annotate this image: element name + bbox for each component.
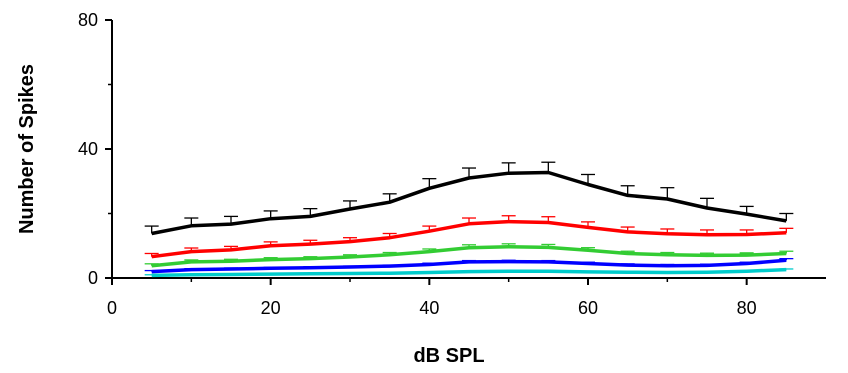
series-line: [151, 170, 787, 236]
x-tick-label: 60: [578, 298, 598, 318]
series-line: [151, 219, 787, 259]
series-line: [151, 267, 787, 278]
x-tick-label: 0: [107, 298, 117, 318]
series-3: [144, 243, 794, 268]
series-2: [144, 215, 794, 259]
y-tick-label: 0: [88, 268, 98, 288]
series-1: [144, 161, 794, 236]
x-tick-label: 20: [261, 298, 281, 318]
tick-layer: 0 20 40 60 80 0 40 80: [78, 10, 757, 318]
y-axis-title: Number of Spikes: [16, 64, 38, 234]
series-5: [144, 267, 794, 278]
y-tick-label: 80: [78, 10, 98, 30]
x-tick-label: 40: [419, 298, 439, 318]
series-4: [144, 257, 794, 274]
series-line: [151, 258, 787, 274]
series-line: [151, 244, 787, 268]
x-axis-title: dB SPL: [413, 345, 484, 367]
y-tick-label: 40: [78, 139, 98, 159]
x-tick-label: 80: [737, 298, 757, 318]
series-layer: [144, 161, 794, 278]
axes: [105, 19, 826, 285]
